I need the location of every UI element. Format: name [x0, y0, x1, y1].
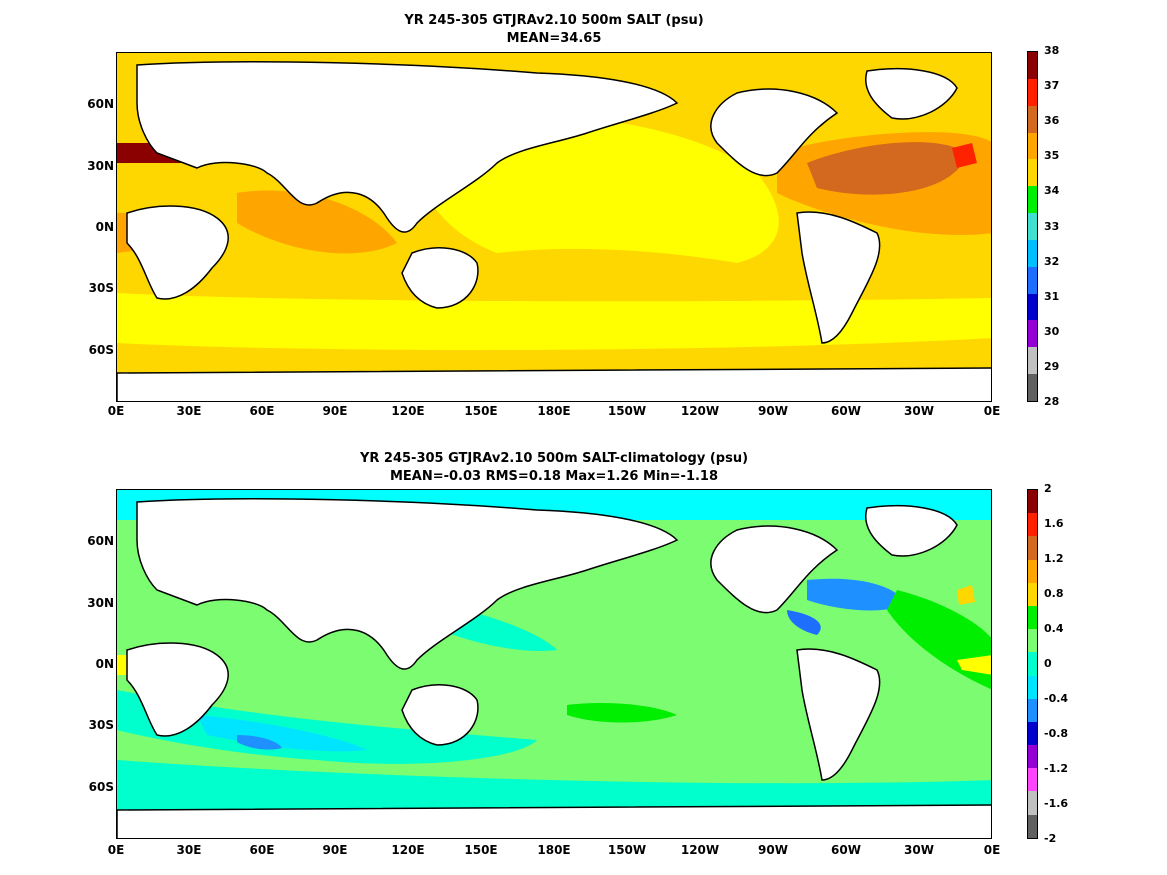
panel1-colorbar-swatch [1028, 213, 1037, 240]
panel1-title-line1: YR 245-305 GTJRAv2.10 500m SALT (psu) [404, 13, 704, 28]
panel1-lon-tick: 60E [249, 404, 275, 418]
panel1-colorbar-label: 34 [1044, 184, 1060, 198]
panel1-lat-60s: 60S [88, 343, 114, 357]
panel2-lon-tick: 120W [680, 843, 720, 857]
panel1-colorbar-swatch [1028, 266, 1037, 294]
panel2-colorbar-swatch [1028, 536, 1037, 560]
panel1-lat-30n: 30N [87, 159, 114, 173]
panel1-colorbar-label: 28 [1044, 395, 1060, 408]
panel1-lon-tick: 120W [680, 404, 720, 418]
panel1-title-line2: MEAN=34.65 [506, 31, 602, 46]
panel2-lat-60s: 60S [88, 780, 114, 794]
panel2-colorbar-label: 1.6 [1044, 517, 1064, 530]
panel2-lon-tick: 30W [904, 843, 934, 857]
panel1-colorbar-swatch [1028, 347, 1037, 375]
panel1-colorbar-swatch [1028, 186, 1037, 214]
panel2-colorbar-label: 0 [1044, 657, 1052, 670]
panel2-colorbar-swatch [1028, 675, 1037, 699]
panel1-colorbar-swatch [1028, 52, 1037, 79]
panel1-colorbar-label: 32 [1044, 254, 1060, 268]
panel1-colorbar [1027, 51, 1038, 402]
panel1-lon-tick: 150W [607, 404, 647, 418]
panel2-lon-tick: 150W [607, 843, 647, 857]
panel1-colorbar-label: 38 [1044, 44, 1060, 57]
panel2-colorbar-swatch [1028, 629, 1037, 653]
panel2-colorbar-label: -1.2 [1044, 762, 1069, 775]
panel2-colorbar-swatch [1028, 768, 1037, 792]
panel1-colorbar-swatch [1028, 78, 1037, 106]
panel2-colorbar [1027, 489, 1038, 839]
panel1-lon-tick: 30E [176, 404, 202, 418]
panel2-colorbar-label: -2 [1044, 832, 1057, 845]
panel2-colorbar-swatch [1028, 745, 1037, 769]
panel1-colorbar-swatch [1028, 374, 1037, 401]
panel1-colorbar-label: 29 [1044, 359, 1060, 373]
panel2-colorbar-swatch [1028, 698, 1037, 722]
panel1-colorbar-swatch [1028, 320, 1037, 348]
panel2-lat-30s: 30S [88, 718, 114, 732]
panel2-colorbar-label: -0.4 [1044, 692, 1069, 705]
panel2-lon-tick: 0E [107, 843, 125, 857]
panel2-colorbar-swatch [1028, 605, 1037, 630]
panel1-colorbar-swatch [1028, 293, 1037, 321]
panel2-colorbar-swatch [1028, 559, 1037, 583]
panel2-lon-tick: 90E [322, 843, 348, 857]
panel1-map [116, 52, 992, 402]
panel2-lat-30n: 30N [87, 596, 114, 610]
panel2-colorbar-label: 0.4 [1044, 622, 1064, 635]
panel2-lat-0n: 0N [95, 657, 114, 671]
panel2-colorbar-label: -1.6 [1044, 797, 1069, 810]
panel1-lat-30s: 30S [88, 281, 114, 295]
panel1-colorbar-swatch [1028, 105, 1037, 133]
panel2-lat-60n: 60N [87, 534, 114, 548]
panel1-lon-tick: 60W [831, 404, 861, 418]
panel1-colorbar-swatch [1028, 132, 1037, 160]
panel2-colorbar-swatch [1028, 582, 1037, 606]
panel2-colorbar-swatch [1028, 721, 1037, 746]
panel1-colorbar-label: 37 [1044, 79, 1060, 93]
panel2-colorbar-swatch [1028, 814, 1037, 838]
panel2-colorbar-label: 1.2 [1044, 552, 1064, 565]
panel2-colorbar-label: -0.8 [1044, 727, 1069, 740]
panel2-colorbar-swatch [1028, 791, 1037, 815]
panel2-colorbar-swatch [1028, 513, 1037, 537]
panel1-colorbar-label: 35 [1044, 149, 1060, 163]
panel1-lon-tick: 120E [391, 404, 425, 418]
panel2-colorbar-label: 2 [1044, 482, 1052, 495]
panel2-lon-tick: 0E [983, 843, 1001, 857]
panel2-title-line2: MEAN=-0.03 RMS=0.18 Max=1.26 Min=-1.18 [389, 469, 719, 484]
panel2-lon-tick: 180E [537, 843, 571, 857]
panel1-lon-tick: 150E [464, 404, 498, 418]
panel1-colorbar-label: 31 [1044, 289, 1060, 303]
panel1-colorbar-label: 30 [1044, 324, 1060, 338]
panel2-lon-tick: 120E [391, 843, 425, 857]
panel2-colorbar-swatch [1028, 490, 1037, 514]
panel1-colorbar-label: 33 [1044, 219, 1060, 233]
panel2-lon-tick: 150E [464, 843, 498, 857]
panel2-lon-tick: 60W [831, 843, 861, 857]
panel2-lon-tick: 90W [758, 843, 788, 857]
panel1-lon-tick: 90E [322, 404, 348, 418]
panel1-colorbar-swatch [1028, 159, 1037, 187]
panel1-colorbar-label: 36 [1044, 114, 1060, 128]
panel1-lon-tick: 30W [904, 404, 934, 418]
panel1-lon-tick: 0E [107, 404, 125, 418]
panel2-colorbar-swatch [1028, 652, 1037, 676]
panel2-lon-tick: 30E [176, 843, 202, 857]
panel2-map [116, 489, 992, 839]
panel2-title-line1: YR 245-305 GTJRAv2.10 500m SALT-climatol… [359, 451, 749, 466]
panel1-colorbar-swatch [1028, 239, 1037, 267]
panel2-colorbar-label: 0.8 [1044, 587, 1064, 600]
panel2-lon-tick: 60E [249, 843, 275, 857]
panel1-lat-0n: 0N [95, 220, 114, 234]
panel1-lon-tick: 180E [537, 404, 571, 418]
panel1-lon-tick: 0E [983, 404, 1001, 418]
panel1-lat-60n: 60N [87, 97, 114, 111]
panel1-lon-tick: 90W [758, 404, 788, 418]
